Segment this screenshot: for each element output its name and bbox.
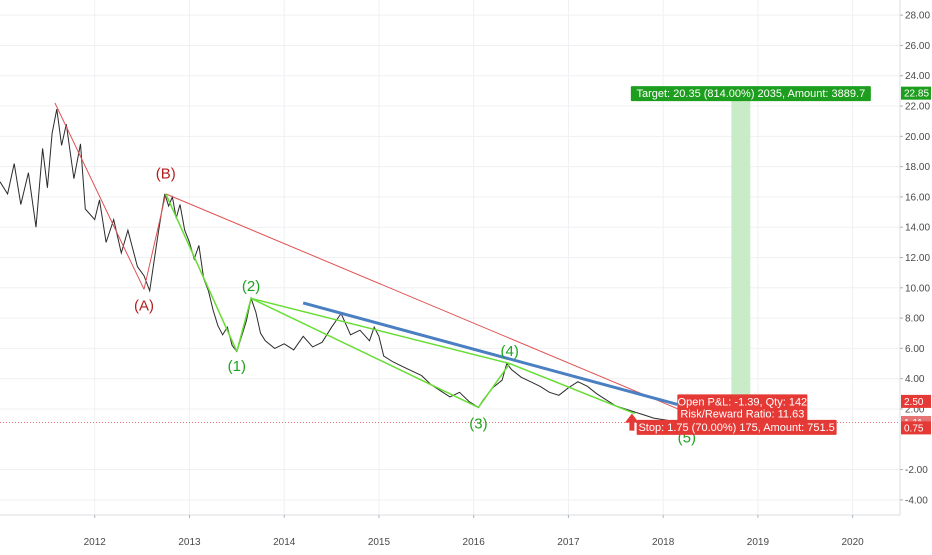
trendline: [165, 193, 711, 424]
price-tag-label: 2.50: [904, 397, 924, 408]
price-series: [0, 109, 700, 424]
y-tick-label: 2.00: [905, 404, 925, 415]
trendline: [143, 193, 167, 290]
pnl-label-text: Risk/Reward Ratio: 11.63: [680, 408, 804, 420]
y-tick-label: -4.00: [905, 495, 928, 506]
x-tick-label: 2016: [463, 537, 486, 548]
y-tick-label: 16.00: [905, 192, 930, 203]
x-tick-label: 2020: [842, 537, 865, 548]
x-tick-label: 2019: [747, 537, 770, 548]
pnl-label-text: Open P&L: -1.39, Qty: 142: [678, 396, 808, 408]
y-tick-label: 4.00: [905, 374, 925, 385]
entry-arrow-icon: [624, 413, 639, 431]
y-tick-label: 6.00: [905, 344, 925, 355]
wave-label: (B): [156, 166, 176, 183]
x-tick-label: 2012: [84, 537, 107, 548]
x-tick-label: 2018: [652, 537, 675, 548]
target-label-text: Target: 20.35 (814.00%) 2035, Amount: 38…: [636, 88, 865, 100]
wave-label: (2): [242, 278, 260, 295]
y-tick-label: 26.00: [905, 41, 930, 52]
trendlines[interactable]: [54, 102, 711, 424]
y-tick-label: 18.00: [905, 162, 930, 173]
trendline: [236, 298, 252, 352]
price-tag: 22.85: [901, 86, 931, 100]
y-tick-label: 24.00: [905, 71, 930, 82]
trendline: [509, 362, 636, 415]
trendline: [302, 301, 678, 406]
price-tag-label: 0.75: [904, 423, 924, 434]
wave-label: (1): [228, 358, 246, 375]
price-tag: 0.75: [901, 421, 931, 435]
trendline: [250, 297, 510, 365]
target-label: Target: 20.35 (814.00%) 2035, Amount: 38…: [630, 86, 871, 102]
x-tick-label: 2015: [368, 537, 391, 548]
trendline: [477, 363, 511, 408]
position-zones: [731, 93, 751, 428]
price-tag-bg: [901, 421, 931, 435]
target-zone: [731, 93, 751, 423]
annotations[interactable]: Target: 20.35 (814.00%) 2035, Amount: 38…: [624, 86, 871, 435]
price-tag-bg: [901, 86, 931, 100]
wave-label: (4): [501, 343, 519, 360]
wave-label: (3): [469, 416, 487, 433]
y-tick-label: 12.00: [905, 253, 930, 264]
trendline: [165, 193, 238, 352]
pnl-label-bg: [677, 394, 808, 422]
x-tick-label: 2014: [273, 537, 296, 548]
price-tag: 2.50: [901, 394, 931, 408]
trendline: [250, 297, 479, 409]
x-tick-label: 2017: [557, 537, 580, 548]
stop-label: Stop: 1.75 (70.00%) 175, Amount: 751.5: [636, 419, 837, 435]
stop-label-bg: [636, 419, 837, 435]
wave-label: (A): [134, 298, 154, 315]
price-tag-label: 22.85: [904, 89, 929, 100]
y-tick-label: 28.00: [905, 11, 930, 22]
wave-labels: (B)(A)(2)(1)(4)(3)(5): [134, 166, 696, 447]
price-series-line: [0, 109, 700, 424]
y-tick-label: 14.00: [905, 223, 930, 234]
trendline: [54, 102, 145, 290]
target-label-bg: [630, 86, 871, 102]
x-tick-label: 2013: [178, 537, 201, 548]
y-tick-label: 20.00: [905, 132, 930, 143]
y-tick-label: 22.00: [905, 102, 930, 113]
y-tick-label: 10.00: [905, 283, 930, 294]
y-tick-label: -2.00: [905, 465, 928, 476]
y-tick-label: 8.00: [905, 314, 925, 325]
stop-label-text: Stop: 1.75 (70.00%) 175, Amount: 751.5: [638, 422, 834, 434]
price-tag-bg: [901, 394, 931, 408]
